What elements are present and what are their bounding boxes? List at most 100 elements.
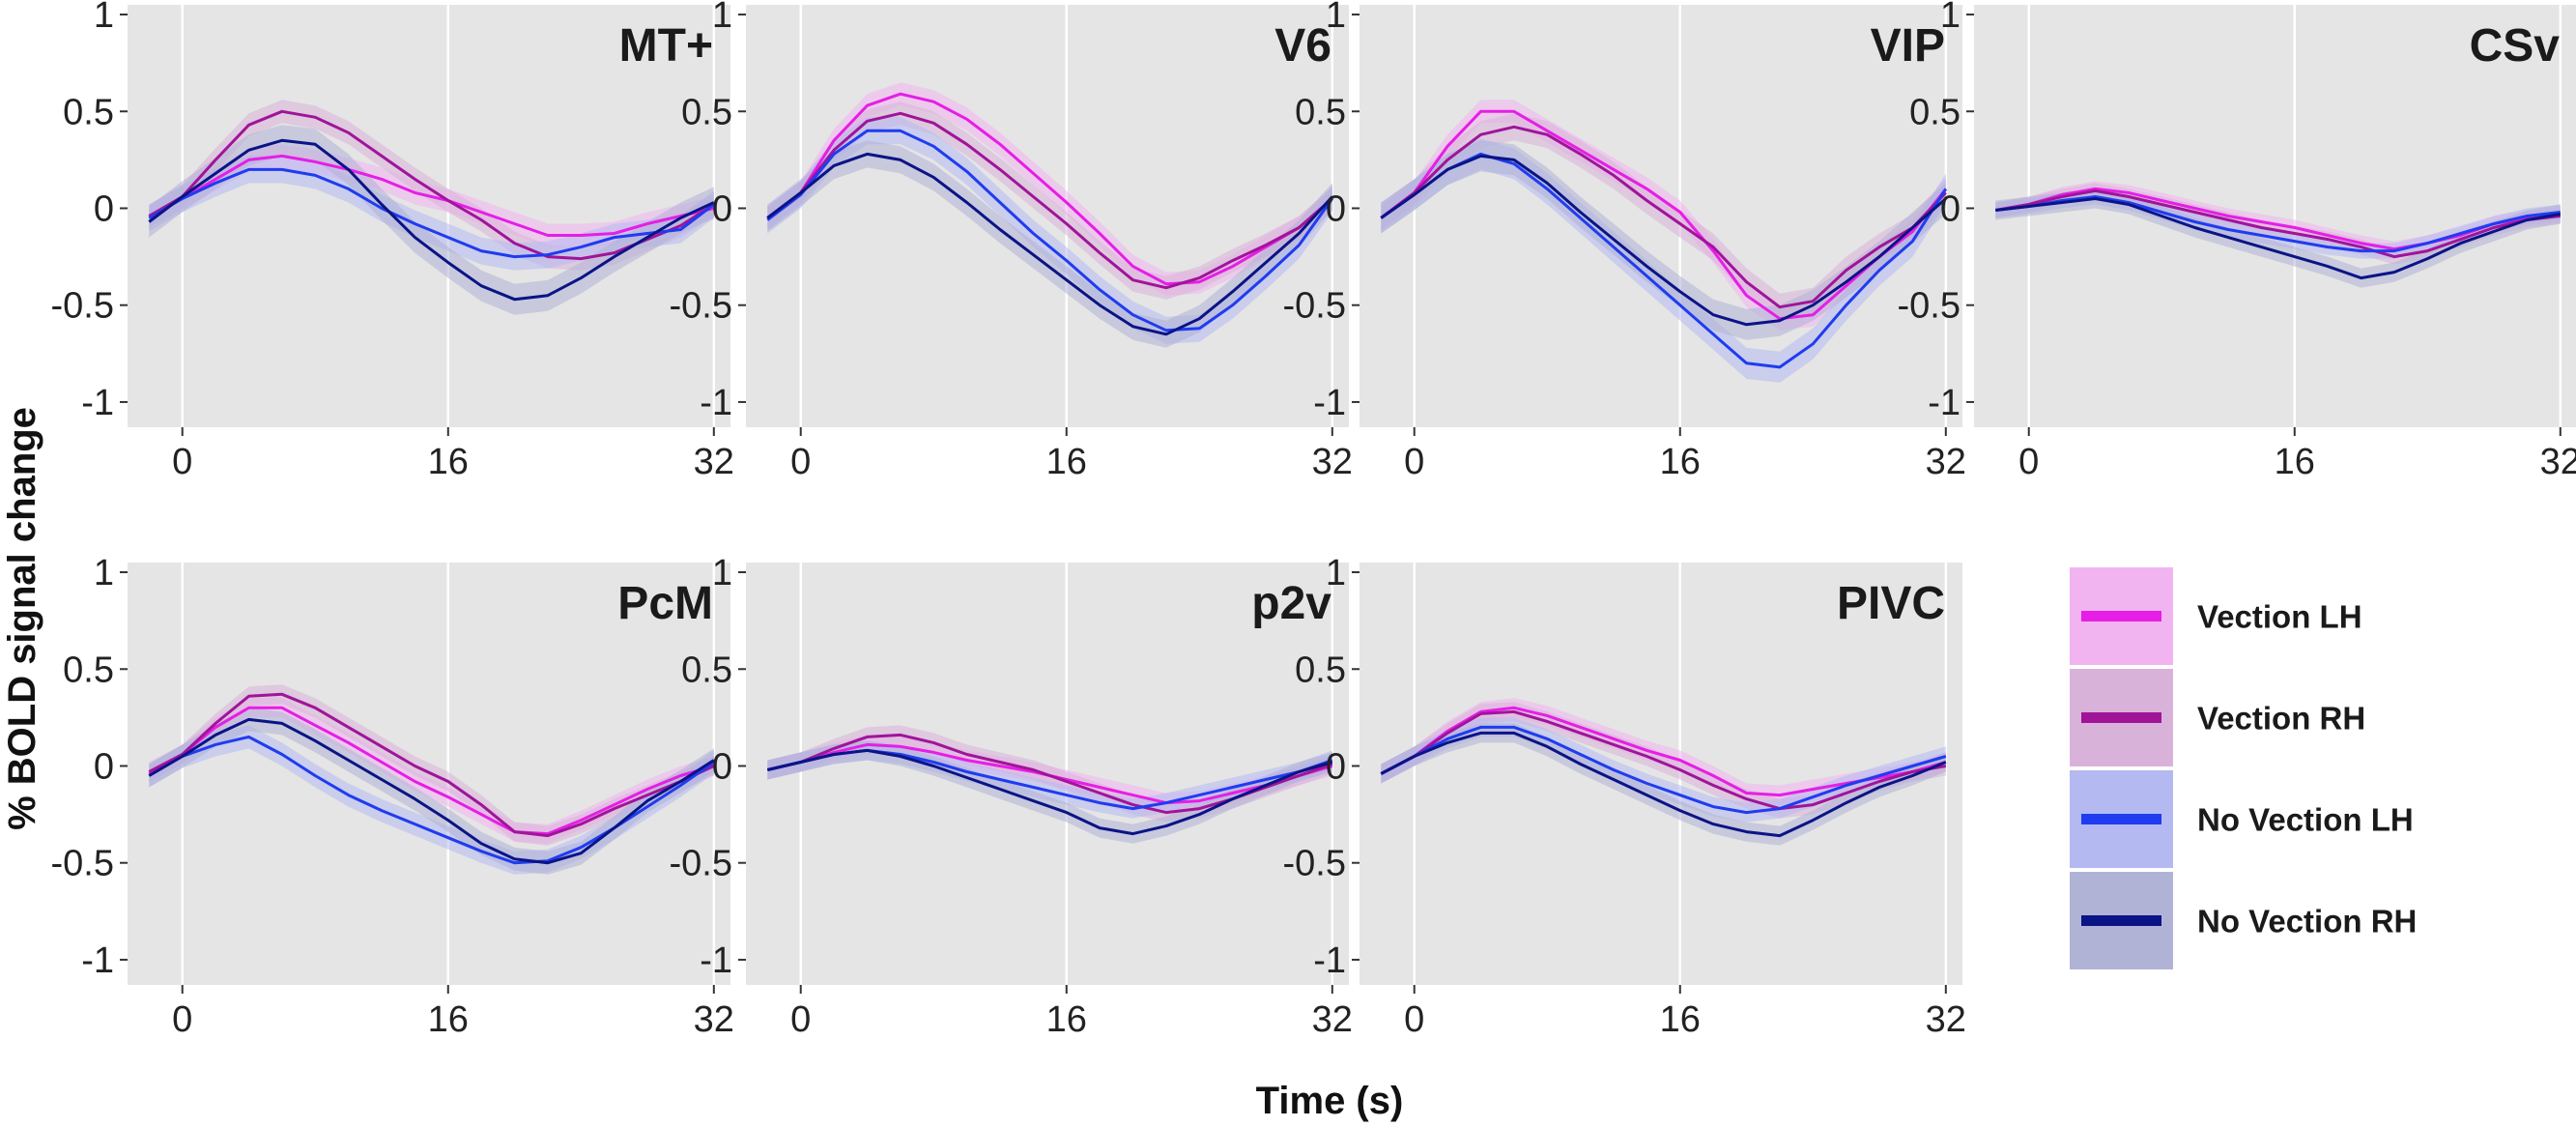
series-line-vection-rh [1380, 709, 1947, 811]
x-tick-label: 32 [1312, 442, 1353, 482]
x-tick-label: 0 [1404, 999, 1424, 1040]
y-tick-label: 1 [1326, 0, 1346, 36]
y-tick-label: -1 [700, 940, 732, 981]
y-tick-label: 0.5 [1295, 650, 1346, 690]
y-tick-label: 1 [94, 553, 114, 593]
x-tick-label: 0 [172, 999, 192, 1040]
series-line-no-vection-rh [148, 138, 715, 302]
panel-v6: 1 0.5 0 -0.5 -1 0 16 32 V6 [670, 0, 1353, 482]
x-tick-label: 16 [1046, 999, 1087, 1040]
legend: Vection LH Vection RH No Vection LH No Vect… [2068, 565, 2417, 971]
series-line-no-vection-rh [148, 717, 715, 865]
legend-label: No Vection LH [2197, 802, 2414, 838]
series-line-no-vection-lh [1380, 725, 1947, 815]
x-tick-label: 32 [694, 442, 734, 482]
ci-band-vection-rh [767, 725, 1332, 823]
series-line-vection-rh [766, 111, 1333, 290]
x-tick-label: 0 [790, 999, 811, 1040]
ci-band-no-vection-lh [1381, 717, 1946, 823]
y-tick-label: -0.5 [51, 286, 114, 327]
y-tick-label: 0 [712, 188, 732, 229]
panel-pcm: 1 0.5 0 -0.5 -1 0 16 32 PcM [51, 553, 734, 1040]
y-tick-label: 1 [1326, 553, 1346, 593]
ci-band-vection-rh [1381, 113, 1946, 321]
legend-item-no-vection-rh: No Vection RH [2068, 870, 2417, 971]
x-tick-label: 16 [1046, 442, 1087, 482]
panel-title: V6 [1274, 20, 1331, 72]
panel-title: CSv [2470, 20, 2561, 72]
series-line-vection-rh [148, 109, 715, 261]
panel-title: VIP [1871, 20, 1945, 72]
series-line-no-vection-rh [766, 748, 1333, 836]
x-tick-label: 32 [1312, 999, 1353, 1040]
y-tick-label: 0 [1940, 188, 1961, 229]
ci-band-no-vection-rh [1381, 723, 1946, 846]
y-tick-label: 1 [94, 0, 114, 36]
y-tick-label: -1 [81, 383, 114, 423]
y-axis-title: % BOLD signal change [1, 407, 43, 830]
y-tick-label: -0.5 [670, 286, 732, 327]
x-tick-label: 0 [172, 442, 192, 482]
panel-title: PIVC [1837, 578, 1945, 629]
series-line-no-vection-lh [1995, 195, 2561, 253]
y-tick-label: -1 [81, 940, 114, 981]
legend-label: Vection LH [2197, 599, 2362, 635]
x-tick-label: 0 [1404, 442, 1424, 482]
series-line-no-vection-lh [766, 129, 1334, 332]
x-tick-label: 32 [694, 999, 734, 1040]
ci-band-no-vection-lh [149, 156, 714, 271]
series-line-no-vection-rh [1380, 731, 1947, 838]
ci-band-vection-lh [1381, 698, 1946, 805]
panel-mt: 1 0.5 0 -0.5 -1 0 16 32 MT+ [51, 0, 734, 482]
x-axis-title: Time (s) [1256, 1080, 1404, 1122]
y-tick-label: 0.5 [1909, 92, 1961, 132]
ci-band-no-vection-rh [149, 125, 714, 315]
y-tick-label: 0 [94, 746, 114, 787]
x-tick-label: 0 [2018, 442, 2039, 482]
ci-band-vection-rh [1381, 702, 1946, 819]
series-line-vection-lh [1995, 187, 2561, 251]
y-tick-label: -0.5 [1898, 286, 1961, 327]
ci-band-vection-rh [767, 101, 1332, 300]
series-line-vection-lh [1380, 109, 1947, 321]
legend-item-no-vection-lh: No Vection LH [2068, 768, 2414, 870]
x-tick-label: 16 [2275, 442, 2315, 482]
y-tick-label: 0.5 [681, 92, 732, 132]
panel-title: MT+ [619, 20, 713, 72]
series-line-vection-rh [148, 692, 715, 838]
y-tick-label: 0 [94, 188, 114, 229]
x-tick-label: 16 [428, 999, 469, 1040]
y-tick-label: -1 [1313, 940, 1346, 981]
y-tick-label: -1 [1313, 383, 1346, 423]
y-tick-label: 0 [1326, 188, 1346, 229]
y-tick-label: 1 [712, 553, 732, 593]
panel-title: p2v [1251, 578, 1331, 629]
x-tick-label: 32 [2540, 442, 2576, 482]
panel-pivc: 1 0.5 0 -0.5 -1 0 16 32 PIVC [1283, 553, 1966, 1040]
x-tick-label: 16 [1660, 999, 1701, 1040]
y-tick-label: -0.5 [1283, 286, 1346, 327]
legend-label: No Vection RH [2197, 904, 2417, 939]
x-tick-label: 16 [428, 442, 469, 482]
legend-item-vection-rh: Vection RH [2068, 667, 2365, 768]
y-tick-label: -0.5 [670, 844, 732, 884]
series-line-vection-lh [766, 92, 1333, 286]
y-tick-label: 0.5 [1295, 92, 1346, 132]
legend-label: Vection RH [2197, 701, 2365, 737]
panel-vip: 1 0.5 0 -0.5 -1 0 16 32 VIP [1283, 0, 1966, 482]
panel-background [1974, 5, 2576, 427]
ci-band-vection-rh [149, 100, 714, 271]
ci-band-vection-rh [149, 684, 714, 846]
y-tick-label: 1 [1940, 0, 1961, 36]
series-line-no-vection-lh [148, 167, 715, 259]
series-line-no-vection-rh [1995, 197, 2562, 280]
y-tick-label: -1 [1928, 383, 1961, 423]
ci-band-no-vection-lh [149, 725, 714, 875]
series-line-vection-lh [148, 154, 715, 237]
y-tick-label: 0 [712, 746, 732, 787]
panel-title: PcM [617, 578, 713, 629]
series-line-no-vection-rh [766, 152, 1333, 336]
series-line-vection-rh [1380, 125, 1947, 309]
